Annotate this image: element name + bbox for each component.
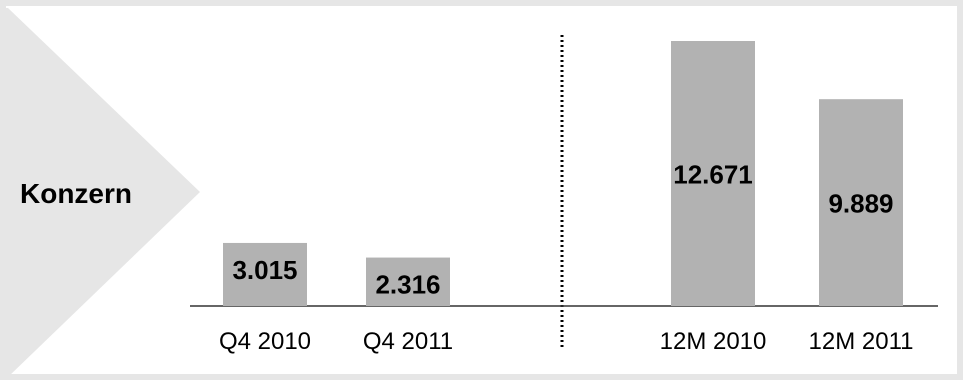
label-group: 3.015 Q4 2010 2.316 Q4 2011 12.671 12M 2010 9.… xyxy=(219,160,914,356)
bar-q4-2010 xyxy=(223,242,307,306)
category-label-q4-2010: Q4 2010 xyxy=(219,328,311,355)
section-label: Konzern xyxy=(20,178,132,209)
value-label-12m-2011: 9.889 xyxy=(828,189,893,219)
bar-12m-2010 xyxy=(671,41,755,306)
value-label-q4-2010: 3.015 xyxy=(232,255,297,285)
category-label-12m-2010: 12M 2010 xyxy=(660,328,767,355)
category-label-12m-2011: 12M 2011 xyxy=(809,328,914,355)
category-label-q4-2011: Q4 2011 xyxy=(363,328,453,355)
section-chevron xyxy=(6,8,200,377)
bar-group xyxy=(223,41,903,306)
bar-q4-2011 xyxy=(366,257,450,306)
value-label-q4-2011: 2.316 xyxy=(375,270,440,300)
bar-12m-2011 xyxy=(819,99,903,306)
value-label-12m-2010: 12.671 xyxy=(673,160,753,190)
